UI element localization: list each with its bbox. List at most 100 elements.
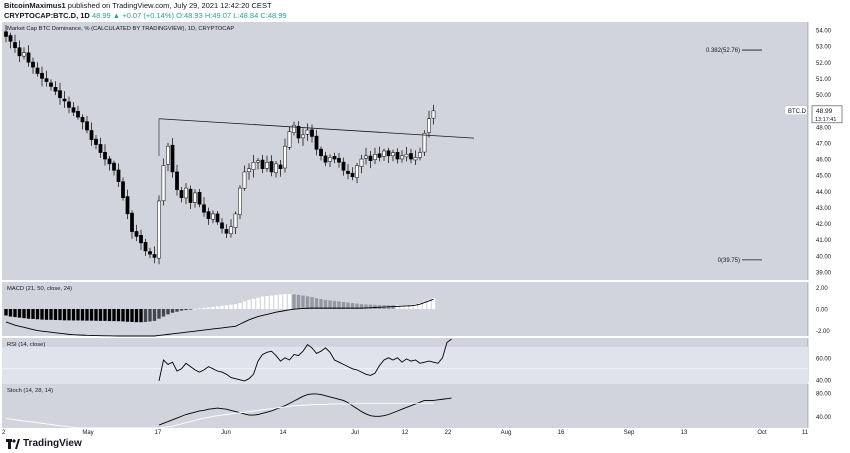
candle-body (292, 124, 296, 133)
candle-body (71, 107, 76, 113)
ohlc-values: O:48.93 H:49.07 L:48.84 C:48.99 (176, 11, 287, 20)
macd-histogram-bar (265, 296, 269, 309)
candle-body (13, 42, 17, 49)
time-axis-label: 2 (2, 430, 6, 436)
candle-body (247, 168, 251, 172)
last-price-badge (811, 105, 843, 124)
macd-histogram-bar (80, 309, 85, 321)
macd-histogram-bar (422, 301, 427, 309)
macd-histogram-bar (359, 304, 364, 309)
macd-histogram-bar (4, 309, 8, 316)
price-y-tick-label: 47.00 (816, 141, 832, 147)
price-y-tick-label: 50.00 (816, 93, 832, 99)
price-y-tick-label: 54.00 (816, 29, 832, 35)
candle-body (346, 170, 350, 174)
candle-body (107, 158, 112, 165)
macd-histogram-bar (116, 309, 121, 322)
time-axis-label: 12 (402, 430, 409, 436)
candle-body (431, 110, 436, 119)
macd-histogram-bar (206, 307, 211, 309)
macd-y-tick-label: -2.00 (816, 329, 830, 335)
macd-histogram-bar (193, 309, 197, 310)
candle-body (332, 156, 337, 160)
candle-body (175, 171, 179, 190)
candle-body (359, 158, 364, 167)
tradingview-logo[interactable]: TradingView (6, 438, 82, 449)
macd-histogram-bar (238, 303, 242, 309)
candle-body (386, 150, 391, 157)
candle-body (53, 87, 58, 92)
macd-histogram-bar (247, 299, 251, 309)
candle-body (265, 162, 269, 169)
time-axis-label: 11 (802, 430, 809, 436)
macd-histogram-bar (373, 304, 377, 309)
candle-body (251, 162, 256, 170)
candle-body (323, 155, 328, 163)
candle-body (193, 192, 197, 203)
candle-body (400, 155, 404, 160)
rsi-line (158, 338, 452, 382)
macd-histogram-bar (409, 304, 413, 309)
candle-body (224, 229, 229, 234)
candle-body (242, 171, 247, 189)
macd-histogram-bar (364, 304, 368, 309)
macd-pane: 2.00 0.00 -2.00 MACD (21, 50, close, 24) (0, 282, 850, 337)
descending-trendline (158, 118, 475, 139)
price-y-tick-label: 44.00 (816, 190, 832, 196)
candle-body (112, 162, 116, 171)
tradingview-logo-icon (6, 438, 20, 449)
candle-body (202, 204, 206, 213)
stoch-k-line (158, 393, 452, 426)
time-axis-label: Sep (624, 430, 635, 436)
macd-histogram-bar (89, 309, 94, 321)
candle-body (278, 164, 283, 169)
price-change: 48.99 ▲ +0.07 (+0.14%) (91, 11, 174, 20)
time-axis-label: Oct (757, 430, 767, 436)
stoch-y-tick-label: 80.00 (816, 391, 832, 397)
macd-histogram-bar (107, 309, 112, 322)
candle-body (157, 200, 161, 259)
candle-body (373, 153, 377, 160)
candle-body (139, 235, 143, 244)
fib-level-label: 0.382(52.76) (706, 48, 740, 54)
candle-body (260, 159, 265, 169)
candle-body (283, 145, 287, 169)
macd-histogram-bar (391, 305, 395, 309)
candle-body (355, 165, 359, 178)
macd-histogram-bar (413, 304, 418, 309)
macd-histogram-bar (287, 294, 292, 309)
macd-histogram-bar (242, 301, 247, 309)
macd-histogram-bar (31, 309, 35, 319)
time-axis-label: Jun (221, 430, 231, 436)
macd-histogram-bar (274, 294, 278, 309)
footer-bar: TradingView (0, 436, 850, 453)
symbol-tag: BTC.D (788, 109, 807, 115)
candle-body (274, 163, 278, 174)
macd-histogram-bar (71, 309, 76, 321)
rsi-pane: 60.00 40.00 RSI (14, close) (0, 338, 850, 391)
candle-body (197, 191, 202, 205)
macd-histogram-bar (305, 296, 310, 309)
price-y-tick-label: 41.00 (816, 238, 832, 244)
candle-body (170, 144, 175, 173)
macd-y-tick-label: 0.00 (816, 308, 828, 314)
macd-histogram-bar (22, 309, 26, 319)
candle-body (62, 98, 67, 102)
candle-body (337, 158, 341, 163)
candle-body (116, 169, 121, 182)
candle-body (215, 213, 220, 223)
candle-body (125, 196, 130, 215)
candle-body (22, 52, 26, 57)
candle-body (35, 67, 40, 74)
chart-canvas[interactable]: 54.0053.0052.0051.0050.0049.0048.0047.00… (0, 22, 850, 436)
rsi-y-tick-label: 60.00 (816, 356, 832, 362)
candle-body (422, 133, 427, 153)
macd-histogram-bar (121, 309, 125, 322)
author-name[interactable]: BitcoinMaximus1 (4, 1, 66, 10)
macd-histogram-bar (85, 309, 89, 321)
candle-body (8, 35, 13, 42)
symbol-label[interactable]: CRYPTOCAP:BTC.D, 1D (4, 11, 90, 20)
candle-body (103, 151, 107, 160)
price-y-tick-label: 39.00 (816, 270, 832, 276)
macd-histogram-bar (395, 305, 400, 309)
